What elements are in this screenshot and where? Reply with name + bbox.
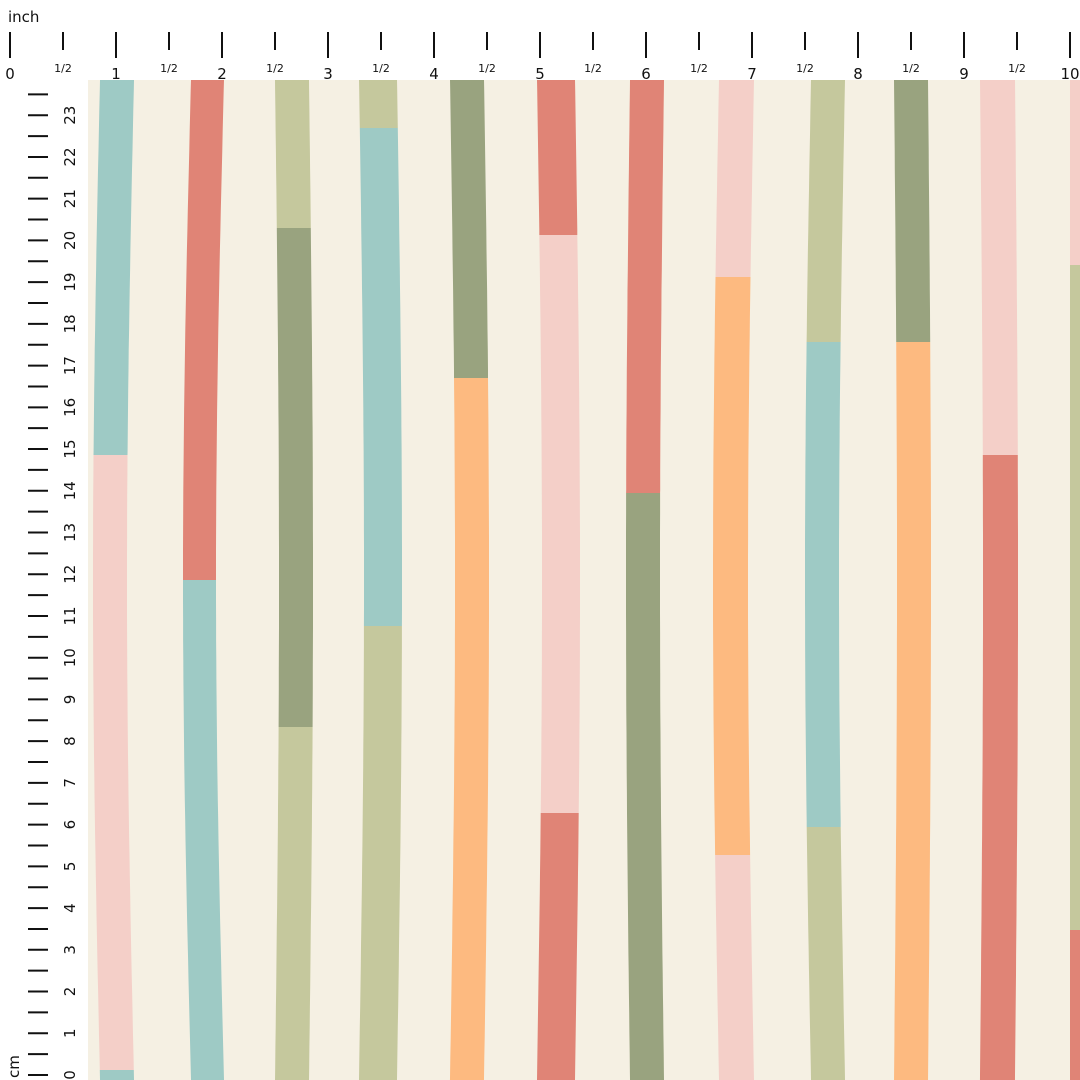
stripe-segment xyxy=(358,626,402,1080)
stripe-segment xyxy=(536,813,579,1080)
inch-label: 5 xyxy=(535,65,545,83)
stripe-segment xyxy=(93,80,134,455)
inch-label: 3 xyxy=(323,65,333,83)
cm-label: 3 xyxy=(61,945,79,955)
inch-unit: inch xyxy=(8,8,39,26)
fabric-background xyxy=(88,80,1080,1080)
stripe-segment xyxy=(275,727,313,1080)
stripe-segment xyxy=(537,80,578,235)
inch-label: 8 xyxy=(853,65,863,83)
rulers: inch cm 0 1 2 3 4 5 6 7 8 9 101/2 1/2 1/2 1/2 1/2 1/2 1/… xyxy=(5,8,1080,1080)
stripe-segment xyxy=(713,277,751,855)
cm-label: 20 xyxy=(61,231,79,250)
stripe-segment xyxy=(1070,80,1080,265)
cm-label: 5 xyxy=(61,862,79,872)
cm-label: 1 xyxy=(61,1028,79,1038)
half-inch-label: 1/2 xyxy=(478,62,496,75)
inch-label: 10 xyxy=(1060,65,1079,83)
stripe-segment xyxy=(183,80,224,580)
half-inch-label: 1/2 xyxy=(796,62,814,75)
stripe-segment xyxy=(806,827,845,1080)
cm-label: 8 xyxy=(61,736,79,746)
stripe-segment xyxy=(276,228,313,727)
inch-label: 2 xyxy=(217,65,227,83)
stripe-segment xyxy=(1070,930,1080,1080)
stripe-segment xyxy=(715,80,754,277)
cm-label: 16 xyxy=(61,398,79,417)
stripe-segment xyxy=(980,80,1018,455)
cm-label: 11 xyxy=(61,606,79,625)
stripe-segment xyxy=(626,80,664,493)
stripe-segment xyxy=(894,342,931,1080)
half-inch-label: 1/2 xyxy=(584,62,602,75)
inch-label: 0 xyxy=(5,65,15,83)
stripe-segment xyxy=(450,80,488,378)
cm-label: 0 xyxy=(61,1070,79,1080)
cm-label: 4 xyxy=(61,903,79,913)
cm-label: 10 xyxy=(61,648,79,667)
half-inch-label: 1/2 xyxy=(160,62,178,75)
cm-label: 6 xyxy=(61,820,79,830)
cm-label: 22 xyxy=(61,147,79,166)
cm-label: 15 xyxy=(61,440,79,459)
cm-label: 2 xyxy=(61,987,79,997)
stripe-segment xyxy=(894,80,931,342)
stripe-segment xyxy=(275,80,311,228)
stripe-segment xyxy=(715,855,754,1080)
cm-label: 9 xyxy=(61,695,79,705)
cm-label: 21 xyxy=(61,189,79,208)
cm-unit: cm xyxy=(5,1055,23,1078)
stripe-segment xyxy=(806,80,845,342)
inch-label: 7 xyxy=(747,65,757,83)
stripe-segment xyxy=(449,378,489,1080)
stripe-segment xyxy=(626,493,665,1080)
cm-label: 17 xyxy=(61,356,79,375)
half-inch-label: 1/2 xyxy=(690,62,708,75)
inch-label: 6 xyxy=(641,65,651,83)
stripe-segment xyxy=(359,80,398,128)
stripe-segment xyxy=(1070,265,1080,930)
half-inch-label: 1/2 xyxy=(902,62,920,75)
half-inch-label: 1/2 xyxy=(266,62,284,75)
cm-label: 14 xyxy=(61,481,79,500)
stripe-segment xyxy=(359,128,402,626)
stripe-segment xyxy=(539,235,580,813)
inch-label: 1 xyxy=(111,65,121,83)
half-inch-label: 1/2 xyxy=(372,62,390,75)
cm-label: 18 xyxy=(61,314,79,333)
inch-label: 4 xyxy=(429,65,439,83)
cm-label: 13 xyxy=(61,523,79,542)
half-inch-label: 1/2 xyxy=(54,62,72,75)
stripe-segment xyxy=(93,455,134,1070)
stripe-pattern xyxy=(93,80,1080,1080)
half-inch-label: 1/2 xyxy=(1008,62,1026,75)
cm-label: 23 xyxy=(61,106,79,125)
stripe-segment xyxy=(99,1070,134,1080)
stripe-segment xyxy=(805,342,841,827)
cm-label: 7 xyxy=(61,778,79,788)
cm-label: 12 xyxy=(61,565,79,584)
stripe-segment xyxy=(183,580,224,1080)
inch-label: 9 xyxy=(959,65,969,83)
stripe-segment xyxy=(979,455,1018,1080)
cm-label: 19 xyxy=(61,273,79,292)
